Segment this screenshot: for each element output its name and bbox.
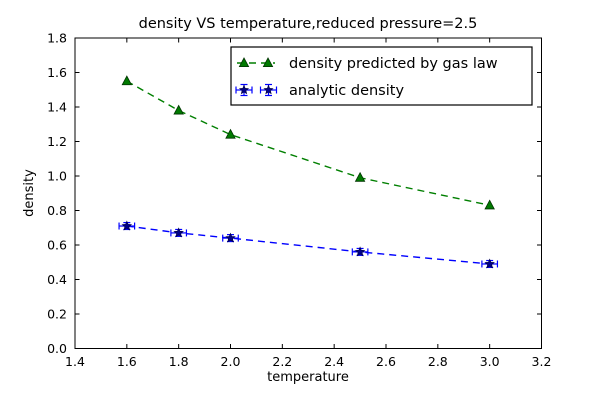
legend-label-analytic: analytic density — [289, 83, 404, 99]
y-tick-label: 0.8 — [47, 203, 67, 218]
series-layer — [118, 75, 499, 269]
legend-markers — [235, 57, 278, 97]
analytic-star-marker — [484, 258, 495, 269]
analytic-star-marker — [173, 227, 184, 238]
gas-law-triangle-marker — [173, 104, 184, 115]
y-tick-label: 0.0 — [47, 341, 67, 356]
x-tick-label: 1.8 — [169, 354, 189, 369]
x-tick-label: 2.8 — [428, 354, 448, 369]
y-tick-label: 1.6 — [47, 65, 67, 80]
y-axis: 0.0 0.2 0.4 0.6 0.8 1.0 1.2 1.4 1.6 1.8 — [47, 31, 542, 356]
legend-gas-law-triangle-marker — [238, 57, 250, 67]
legend-box — [230, 46, 533, 106]
legend-gas-law-triangle-marker — [262, 57, 274, 67]
x-tick-label: 1.4 — [65, 354, 85, 369]
x-tick-label: 1.6 — [117, 354, 137, 369]
x-tick-label: 2.6 — [376, 354, 396, 369]
x-tick-label: 2.0 — [221, 354, 241, 369]
legend: density predicted by gas law analytic de… — [230, 46, 533, 106]
plot-border — [74, 37, 542, 349]
x-tick-label: 2.4 — [324, 354, 344, 369]
y-tick-label: 1.4 — [47, 100, 67, 115]
gas-law-triangle-marker — [121, 75, 133, 86]
y-tick-label: 1.8 — [47, 31, 67, 46]
x-axis-label: temperature — [267, 370, 349, 385]
y-tick-label: 0.2 — [47, 307, 67, 322]
x-tick-label: 3.0 — [480, 354, 500, 369]
y-tick-label: 1.2 — [47, 134, 67, 149]
analytic-star-marker — [225, 232, 236, 243]
x-tick-label: 3.2 — [532, 354, 552, 369]
gas-law-triangle-marker — [225, 128, 236, 139]
x-axis: 1.4 1.6 1.8 2.0 2.2 2.4 2.6 2.8 3.0 3.2 — [65, 38, 551, 369]
legend-label-gas-law: density predicted by gas law — [289, 56, 498, 72]
y-axis-label: density — [22, 169, 37, 217]
analytic-star-marker — [354, 246, 366, 257]
analytic-line — [126, 225, 490, 265]
x-tick-label: 2.2 — [272, 354, 292, 369]
analytic-star-marker — [121, 220, 133, 231]
legend-analytic-star-marker — [263, 84, 274, 95]
y-tick-label: 0.6 — [47, 238, 67, 253]
gas-law-triangle-marker — [484, 199, 495, 210]
chart-title: density VS temperature,reduced pressure=… — [139, 16, 478, 32]
y-tick-label: 1.0 — [47, 169, 67, 184]
legend-analytic-star-marker — [238, 84, 250, 95]
gas-law-line — [126, 80, 490, 206]
gas-law-triangle-marker — [354, 171, 366, 182]
y-tick-label: 0.4 — [47, 272, 67, 287]
